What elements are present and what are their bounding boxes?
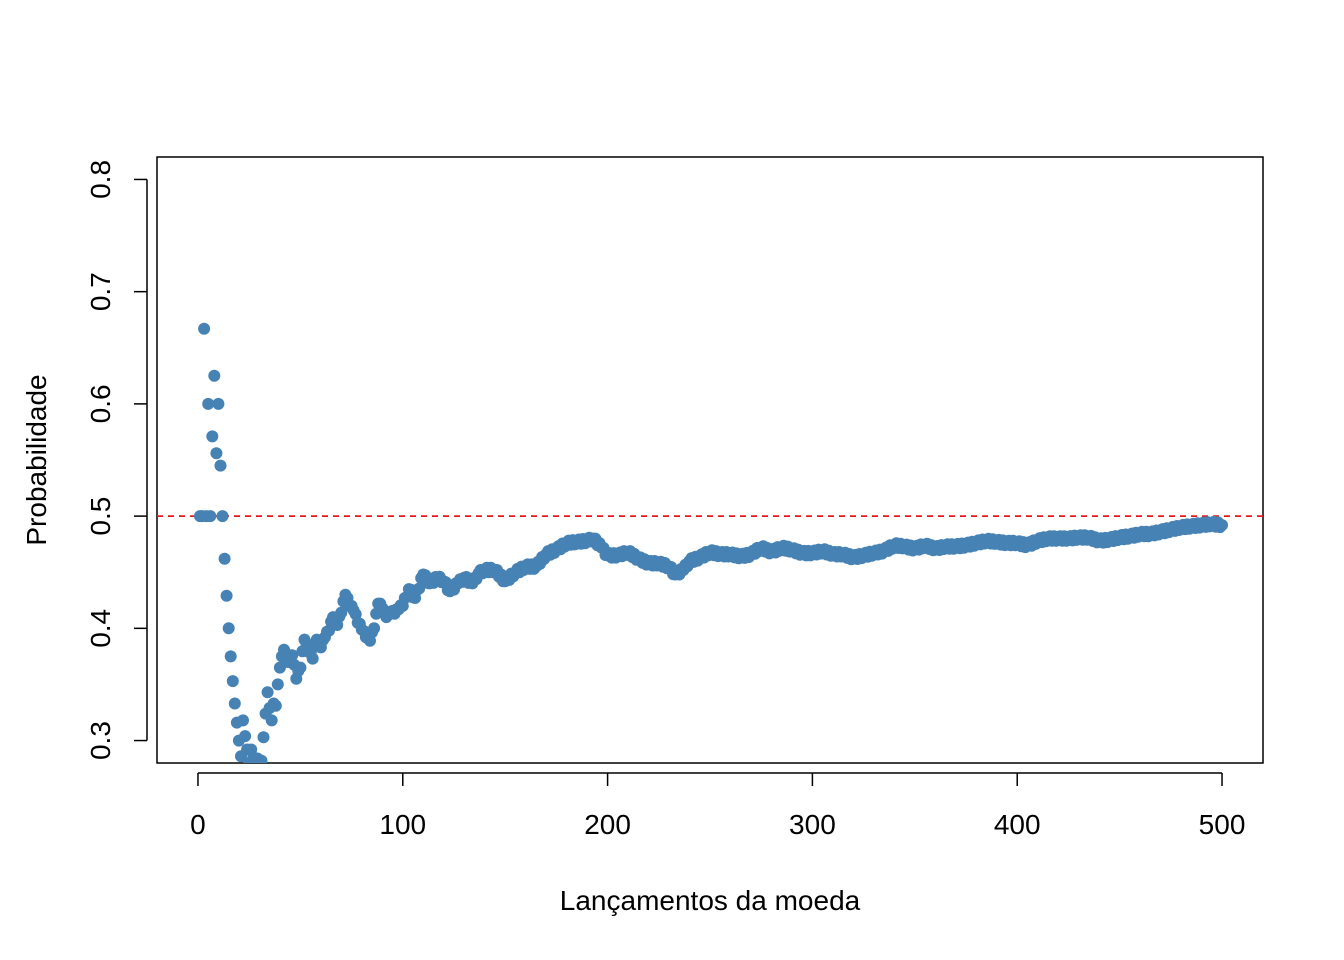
data-point xyxy=(257,731,270,744)
y-tick-label: 0.7 xyxy=(85,272,116,311)
x-tick-label: 200 xyxy=(584,809,631,840)
data-point xyxy=(216,510,229,523)
data-point xyxy=(335,606,348,619)
data-point xyxy=(237,714,249,727)
data-point xyxy=(228,697,241,710)
data-point xyxy=(210,447,223,460)
x-tick-label: 500 xyxy=(1199,809,1246,840)
y-axis: 0.3 0.4 0.5 0.6 0.7 0.8 xyxy=(85,160,148,760)
data-point xyxy=(306,652,319,665)
y-tick-label: 0.3 xyxy=(85,721,116,760)
data-point xyxy=(224,650,237,663)
data-point xyxy=(218,552,231,565)
data-point xyxy=(208,369,221,382)
y-axis-label: Probabilidade xyxy=(21,374,52,545)
data-point xyxy=(294,661,307,674)
data-point xyxy=(1216,519,1228,532)
data-point xyxy=(261,686,274,699)
y-tick-label: 0.6 xyxy=(85,384,116,423)
data-point xyxy=(265,714,278,727)
data-points xyxy=(194,322,1228,763)
data-point xyxy=(271,678,284,691)
data-point xyxy=(226,675,239,688)
x-tick-label: 0 xyxy=(190,809,206,840)
data-point xyxy=(198,322,211,335)
data-point xyxy=(368,622,381,635)
data-point xyxy=(255,754,268,763)
data-point xyxy=(202,397,215,410)
x-axis-label: Lançamentos da moeda xyxy=(560,885,861,916)
data-point xyxy=(212,397,225,410)
data-point xyxy=(286,649,299,662)
data-point xyxy=(239,730,252,743)
data-point xyxy=(206,430,219,443)
x-tick-label: 300 xyxy=(789,809,836,840)
x-axis: 0 100 200 300 400 500 xyxy=(190,772,1246,840)
x-tick-label: 100 xyxy=(379,809,426,840)
plot-frame xyxy=(156,156,1264,764)
data-point xyxy=(214,459,227,472)
x-tick-label: 400 xyxy=(994,809,1041,840)
data-point xyxy=(220,589,233,602)
y-tick-label: 0.4 xyxy=(85,609,116,648)
data-point xyxy=(269,699,282,712)
data-point xyxy=(204,510,217,523)
data-point xyxy=(222,622,235,635)
y-tick-label: 0.8 xyxy=(85,160,116,199)
y-tick-label: 0.5 xyxy=(85,497,116,536)
